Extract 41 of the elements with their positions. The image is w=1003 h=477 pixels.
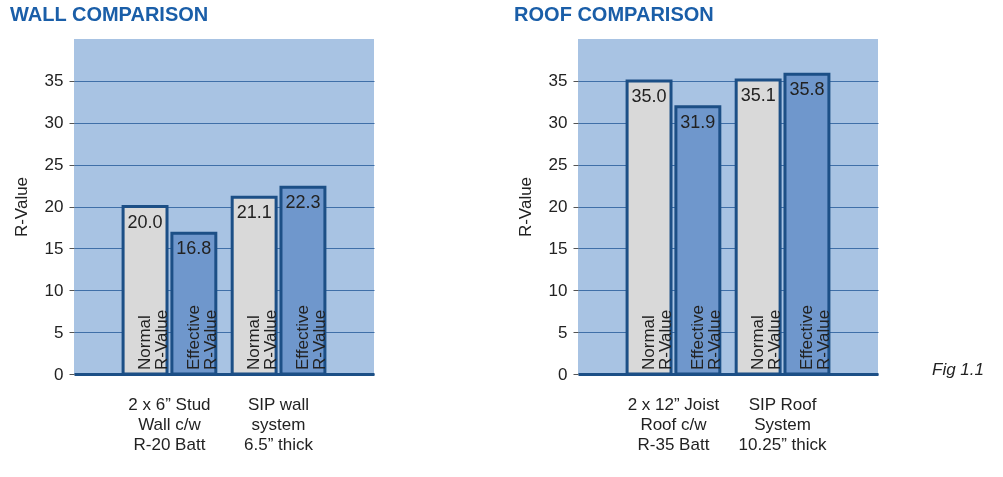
y-axis-title: R-Value: [515, 176, 535, 238]
y-tick-label: 25: [548, 155, 568, 175]
text: 35.1: [740, 85, 776, 106]
y-tick-label: 30: [548, 113, 568, 133]
y-tick-label: 5: [54, 322, 64, 342]
text: 35.0: [631, 85, 667, 106]
chart-title: ROOF COMPARISON: [514, 3, 714, 25]
text: 35.8: [789, 79, 825, 100]
text: 20.0: [127, 211, 163, 232]
y-tick-label: 20: [44, 197, 64, 216]
y-tick-label: 30: [44, 113, 64, 133]
series-label: Normal R-Value: [639, 309, 676, 370]
text: Normal R-Value: [244, 309, 281, 370]
x-tick-label: 2 x 6” Stud Wall c/w R-20 Batt: [128, 394, 211, 454]
y-tick-label: 15: [548, 238, 568, 258]
series-label: Normal R-Value: [135, 309, 172, 370]
y-tick-label: 5: [558, 322, 568, 342]
y-tick-label: 15: [44, 238, 64, 258]
y-tick-label: 0: [558, 364, 568, 384]
y-tick-label: 20: [548, 197, 568, 216]
text: 16.8: [176, 238, 212, 259]
y-tick-label: 25: [44, 155, 64, 175]
text: 31.9: [680, 111, 716, 132]
y-tick-label: 10: [44, 280, 64, 300]
x-tick-label: 2 x 12” Joist Roof c/w R-35 Batt: [627, 394, 720, 454]
text: Effective R-Value: [292, 305, 329, 370]
y-axis-title: R-Value: [11, 176, 31, 238]
text: 21.1: [236, 202, 272, 223]
text: Normal R-Value: [748, 309, 785, 370]
chart-title: WALL COMPARISON: [10, 3, 209, 25]
text: Effective R-Value: [796, 305, 833, 370]
caption: Fig 1.1: [932, 360, 984, 380]
y-tick-label: 35: [44, 71, 64, 91]
series-label: Effective R-Value: [687, 305, 724, 370]
y-tick-label: 10: [548, 280, 568, 300]
text: 22.3: [285, 192, 321, 213]
x-tick-label: SIP Roof System 10.25” thick: [738, 394, 827, 454]
x-tick-label: SIP wall system 6.5” thick: [244, 394, 314, 454]
series-label: Effective R-Value: [183, 305, 220, 370]
y-tick-label: 0: [54, 364, 64, 384]
y-tick-label: 35: [548, 71, 568, 91]
